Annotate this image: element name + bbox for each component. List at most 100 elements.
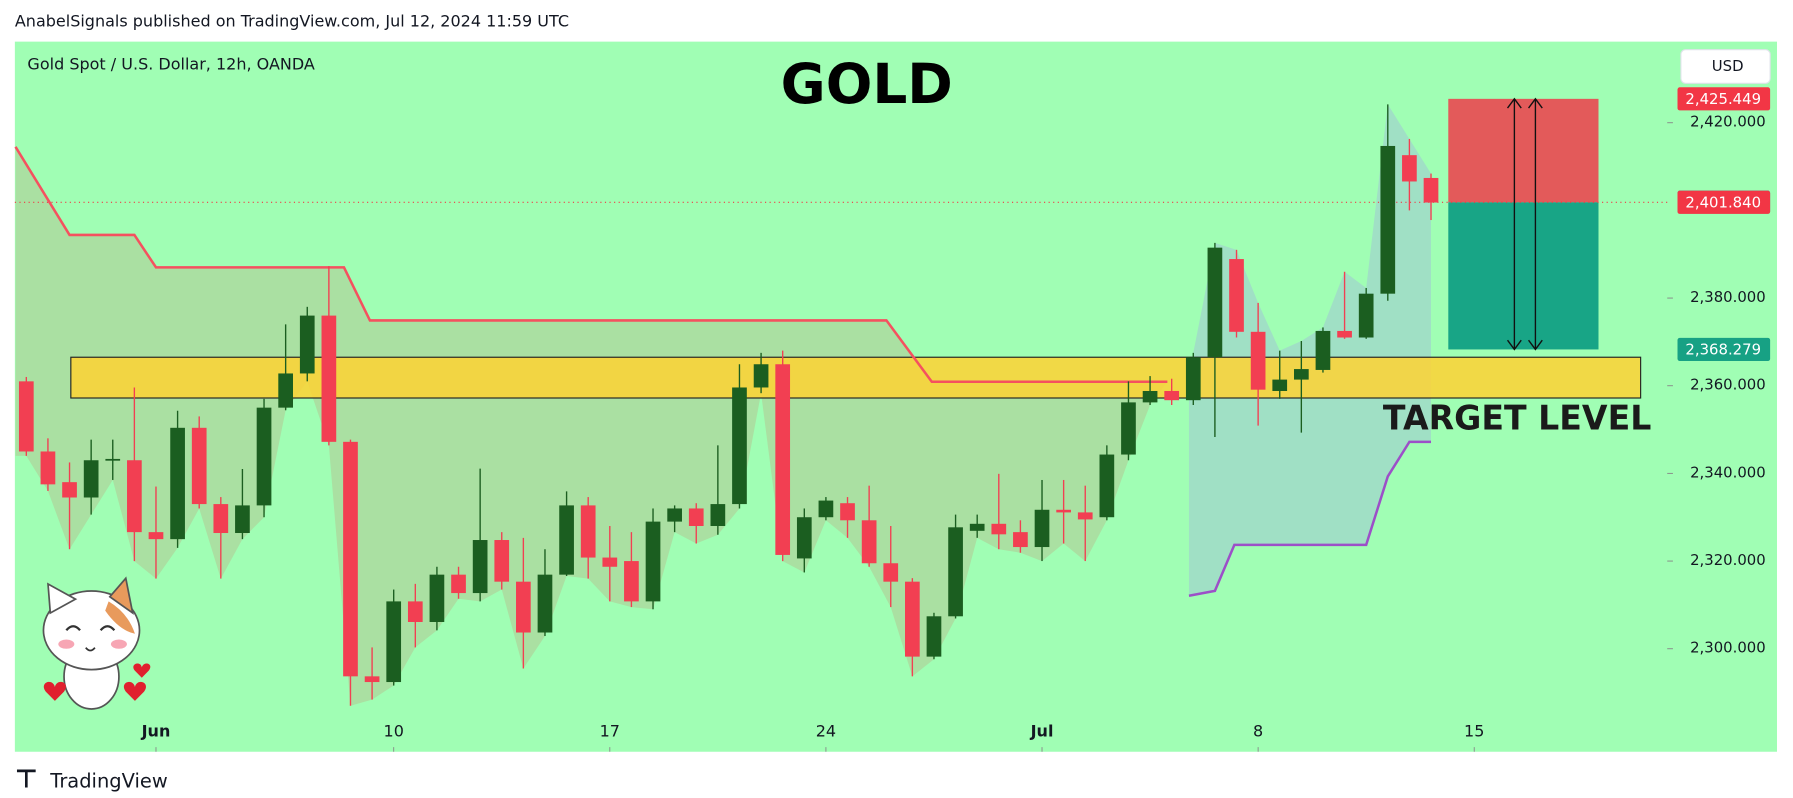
candle-body bbox=[753, 364, 769, 388]
candle-body bbox=[688, 508, 704, 526]
x-tick-label: 17 bbox=[600, 722, 620, 741]
candle-body bbox=[1380, 145, 1396, 294]
candle-body bbox=[624, 561, 639, 602]
zone-label: TARGET LEVEL bbox=[1383, 398, 1651, 437]
candle-body bbox=[1402, 155, 1417, 182]
candle-body bbox=[364, 676, 380, 683]
candle-body bbox=[62, 482, 77, 498]
candle-body bbox=[645, 521, 661, 602]
indicator-line bbox=[1188, 440, 1432, 597]
candle-body bbox=[127, 460, 142, 533]
candle-body bbox=[926, 616, 942, 657]
candle-body bbox=[235, 505, 250, 534]
candle-body bbox=[40, 451, 56, 485]
currency-label[interactable]: USD bbox=[1712, 57, 1744, 75]
candle-body bbox=[948, 527, 963, 617]
price-label: 2,425.449 bbox=[1685, 90, 1761, 108]
candle-body bbox=[148, 532, 164, 540]
candle-layer bbox=[18, 104, 1439, 706]
price-label-box bbox=[1677, 190, 1771, 214]
candle-body bbox=[537, 574, 553, 633]
y-tick-label: 2,340.000 bbox=[1690, 463, 1766, 481]
candle-body bbox=[710, 504, 726, 526]
candle-body bbox=[429, 574, 445, 622]
y-tick-label: 2,300.000 bbox=[1690, 639, 1766, 657]
x-tick-label: Jun bbox=[141, 722, 171, 741]
x-tick-label: Jul bbox=[1030, 722, 1054, 741]
candle-body bbox=[1056, 509, 1071, 513]
cat-sticker bbox=[42, 576, 151, 710]
candle-body bbox=[299, 315, 315, 374]
candle-body bbox=[1337, 330, 1352, 338]
axis-layer: 2,300.000 2,320.000 2,340.000 2,360.000 2,38… bbox=[141, 87, 1771, 752]
candle-body bbox=[732, 387, 747, 505]
target-area bbox=[1448, 202, 1599, 350]
x-tick-label: 15 bbox=[1464, 722, 1484, 741]
shade-layer bbox=[15, 104, 1432, 706]
candle-body bbox=[1099, 454, 1115, 518]
candle-body bbox=[840, 503, 855, 521]
candle-body bbox=[969, 523, 985, 531]
candle-body bbox=[472, 540, 488, 594]
candle-body bbox=[1164, 390, 1180, 401]
candle-body bbox=[667, 508, 682, 522]
candle-body bbox=[170, 427, 185, 540]
candle-body bbox=[191, 427, 207, 505]
indicator-shade bbox=[15, 146, 1168, 706]
range-arrowhead bbox=[1528, 97, 1543, 351]
candle-body bbox=[1250, 331, 1266, 390]
candle-body bbox=[796, 517, 812, 559]
candle-body bbox=[883, 563, 899, 582]
y-tick-label: 2,360.000 bbox=[1690, 376, 1766, 394]
candle-body bbox=[321, 315, 337, 442]
price-label: 2,368.279 bbox=[1685, 341, 1761, 359]
candle-body bbox=[1034, 509, 1050, 548]
candle-body bbox=[18, 381, 34, 452]
candle-body bbox=[775, 364, 791, 555]
candle-body bbox=[278, 373, 293, 408]
price-label: 2,401.840 bbox=[1685, 193, 1761, 211]
candle-body bbox=[1013, 532, 1028, 548]
footer-logo-mark: ⊤ bbox=[15, 765, 38, 794]
candle-body bbox=[861, 520, 877, 564]
chart-title: GOLD bbox=[781, 53, 953, 117]
candle-body bbox=[1229, 259, 1244, 332]
candle-body bbox=[1077, 512, 1093, 520]
symbol-label: Gold Spot / U.S. Dollar, 12h, OANDA bbox=[27, 54, 314, 73]
y-tick-label: 2,380.000 bbox=[1690, 288, 1766, 306]
candle-body bbox=[1185, 357, 1201, 401]
candle-body bbox=[1423, 177, 1439, 203]
candle-body bbox=[407, 601, 423, 622]
footer-logo: TradingView bbox=[49, 769, 167, 792]
candle-body bbox=[602, 557, 618, 567]
x-tick-label: 8 bbox=[1253, 722, 1263, 741]
y-tick-label: 2,420.000 bbox=[1690, 113, 1766, 131]
candle-body bbox=[256, 407, 272, 506]
candle-body bbox=[905, 581, 920, 657]
candle-body bbox=[559, 505, 574, 575]
range-arrowhead bbox=[1506, 97, 1522, 351]
candle-body bbox=[386, 601, 402, 683]
indicator-line bbox=[14, 146, 1168, 384]
candle-body bbox=[818, 500, 834, 518]
candle-body bbox=[1293, 369, 1309, 380]
candle-body bbox=[516, 581, 531, 633]
candle-body bbox=[1358, 293, 1374, 338]
candle-body bbox=[1315, 330, 1331, 370]
y-tick-label: 2,320.000 bbox=[1690, 551, 1766, 569]
x-tick-label: 10 bbox=[384, 722, 404, 741]
candle-body bbox=[1207, 247, 1223, 358]
candle-body bbox=[1142, 390, 1158, 403]
candle-body bbox=[494, 540, 510, 582]
price-label-box bbox=[1677, 87, 1771, 111]
candle-body bbox=[213, 504, 229, 534]
candle-body bbox=[83, 460, 99, 498]
price-label-box bbox=[1677, 337, 1771, 362]
candle-body bbox=[451, 574, 466, 594]
stop-area bbox=[1448, 98, 1599, 203]
position-layer bbox=[1448, 97, 1599, 351]
currency-box[interactable] bbox=[1680, 49, 1771, 84]
candle-body bbox=[580, 505, 596, 558]
candle-body bbox=[991, 523, 1007, 535]
candle-body bbox=[1272, 379, 1288, 391]
